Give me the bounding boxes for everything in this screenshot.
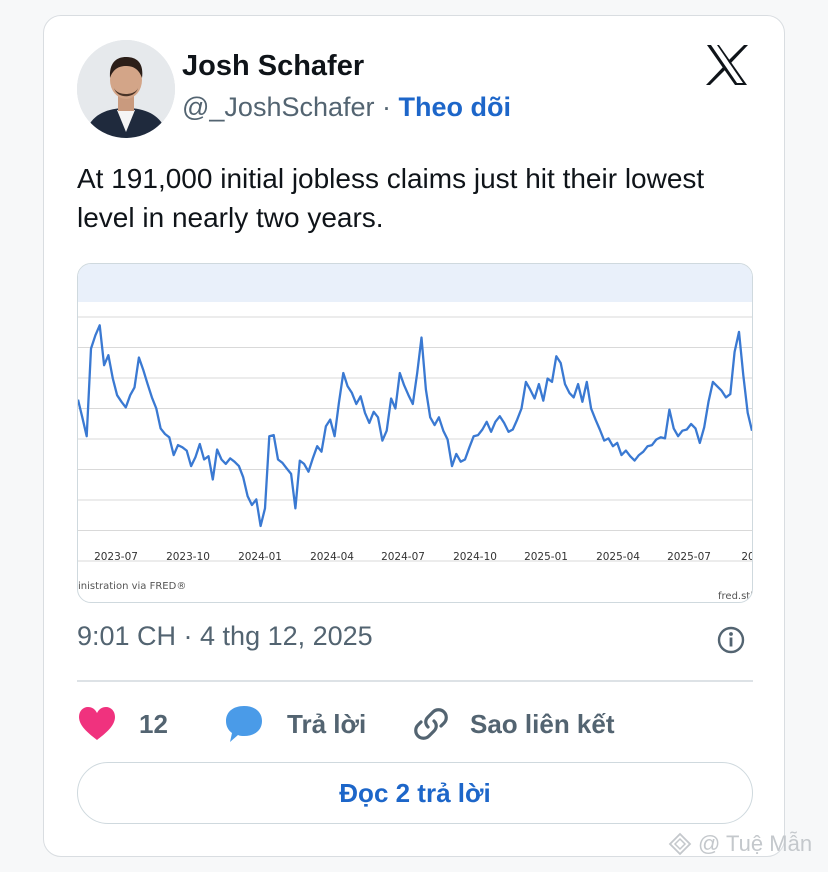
chart-header-band	[78, 264, 752, 302]
timestamp[interactable]: 9:01 CH · 4 thg 12, 2025	[77, 621, 373, 651]
x-tick-label: 2025-07	[667, 551, 711, 563]
chart-image[interactable]: 2023-07 2023-10 2024-01 2024-04 2024-07 2024-…	[77, 263, 753, 603]
action-bar: 12 Trả lời Sao liên kết	[77, 702, 753, 746]
tweet-card: Josh Schafer @_JoshSchafer · Theo dõi At…	[43, 15, 785, 857]
x-tick-label: 2025-01	[524, 551, 568, 563]
x-tick-label: 2025-04	[596, 551, 640, 563]
x-tick-label: 2024-01	[238, 551, 282, 563]
reply-button[interactable]: Trả lời	[224, 702, 404, 746]
avatar-photo	[77, 40, 175, 138]
x-tick-label: 2023-07	[94, 551, 138, 563]
follow-button[interactable]: Theo dõi	[398, 92, 512, 122]
x-tick-label: 20	[741, 551, 753, 563]
handle-row: @_JoshSchafer · Theo dõi	[182, 92, 511, 123]
like-count: 12	[139, 708, 168, 739]
watermark: @ Tuệ Mẫn	[668, 831, 812, 857]
x-tick-label: 2024-10	[453, 551, 497, 563]
jobless-claims-chart: 2023-07 2023-10 2024-01 2024-04 2024-07 2024-…	[78, 264, 753, 602]
x-logo-icon[interactable]	[704, 42, 750, 88]
x-tick-label: 2024-04	[310, 551, 354, 563]
copy-link-button[interactable]: Sao liên kết	[411, 702, 641, 746]
author-name[interactable]: Josh Schafer	[182, 50, 365, 82]
heart-icon	[79, 707, 115, 740]
author-handle[interactable]: @_JoshSchafer	[182, 92, 375, 122]
watermark-diamond-icon	[668, 832, 692, 856]
read-replies-button[interactable]: Đọc 2 trả lời	[77, 762, 753, 824]
x-tick-label: 2024-07	[381, 551, 425, 563]
watermark-text: @ Tuệ Mẫn	[698, 831, 813, 856]
reply-label: Trả lời	[287, 708, 367, 739]
speech-bubble-icon	[226, 706, 262, 742]
series-line	[78, 324, 752, 528]
link-icon	[414, 708, 448, 740]
separator-dot: ·	[382, 92, 392, 122]
tweet-text: At 191,000 initial jobless claims just h…	[77, 163, 705, 233]
divider	[77, 680, 753, 682]
info-icon[interactable]	[716, 625, 746, 655]
like-button[interactable]: 12	[77, 702, 187, 746]
chart-source-left: inistration via FRED®	[78, 581, 186, 592]
avatar[interactable]	[77, 40, 175, 138]
copy-link-label: Sao liên kết	[470, 708, 615, 739]
chart-source-right: fred.stl	[718, 591, 753, 602]
x-tick-label: 2023-10	[166, 551, 210, 563]
